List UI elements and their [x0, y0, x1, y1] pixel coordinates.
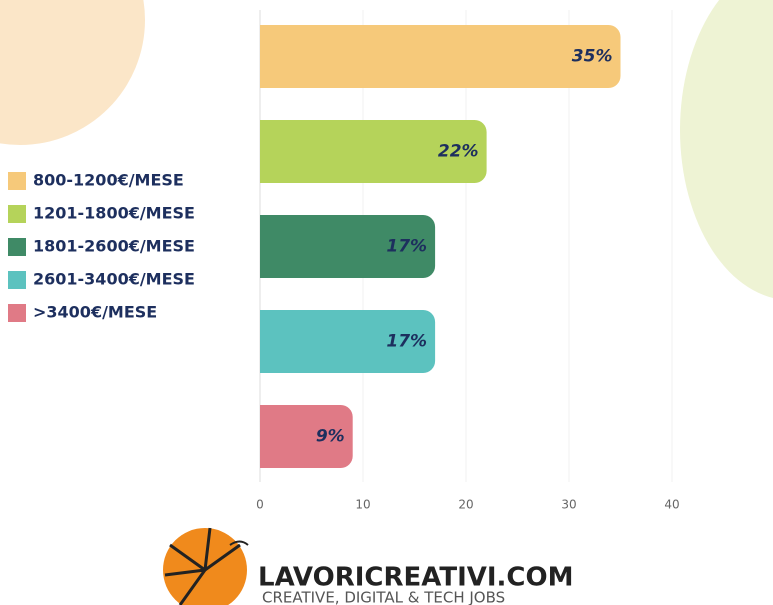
legend-label: >3400€/MESE: [33, 303, 157, 322]
legend-label: 800-1200€/MESE: [33, 171, 184, 190]
value-label: 9%: [316, 427, 345, 447]
x-tick-label: 30: [561, 498, 576, 512]
legend-swatch: [8, 205, 26, 223]
background-blob: [680, 0, 773, 298]
value-label: 35%: [572, 47, 613, 67]
bar: [260, 25, 621, 88]
logo: [163, 527, 249, 605]
tagline: CREATIVE, DIGITAL & TECH JOBS: [262, 589, 505, 605]
value-label: 17%: [386, 237, 427, 257]
bar: [260, 405, 353, 468]
value-label: 22%: [438, 142, 479, 162]
value-label: 17%: [386, 332, 427, 352]
bar: [260, 310, 436, 373]
legend-label: 1801-2600€/MESE: [33, 237, 195, 256]
brand: LAVORICREATIVI.COM: [258, 563, 574, 593]
legend-label: 2601-3400€/MESE: [33, 270, 195, 289]
legend-swatch: [8, 172, 26, 190]
legend-swatch: [8, 271, 26, 289]
background-blob: [0, 0, 145, 145]
x-tick-label: 20: [458, 498, 473, 512]
x-tick-label: 40: [664, 498, 679, 512]
x-tick-label: 10: [355, 498, 370, 512]
x-tick-label: 0: [256, 498, 264, 512]
legend-swatch: [8, 304, 26, 322]
bar: [260, 215, 436, 278]
bar: [260, 120, 487, 183]
legend-swatch: [8, 238, 26, 256]
legend-label: 1201-1800€/MESE: [33, 204, 195, 223]
